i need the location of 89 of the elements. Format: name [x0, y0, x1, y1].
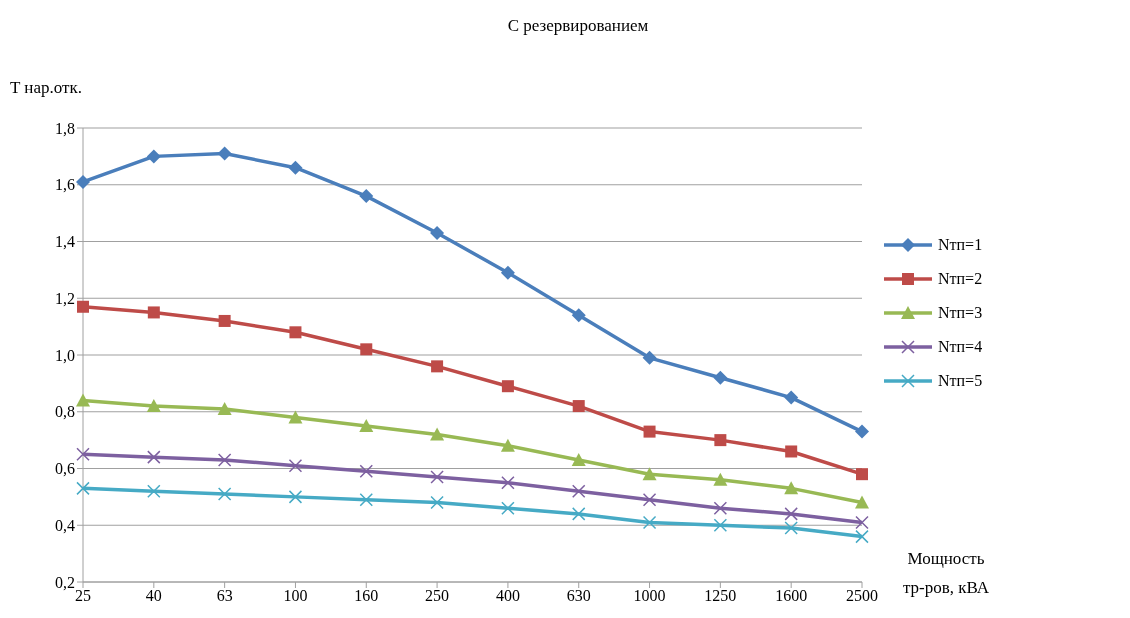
point: [359, 492, 374, 507]
point: [642, 492, 657, 507]
point: [572, 400, 585, 413]
x-tick-label: 400: [495, 587, 520, 605]
point: [359, 189, 374, 204]
y-tick-label: 0,4: [55, 516, 75, 534]
point: [147, 450, 161, 464]
point: [359, 418, 374, 432]
x-tick-label: 25: [75, 587, 91, 605]
point: [147, 484, 161, 498]
point: [714, 434, 727, 447]
legend-label: Nтп=1: [938, 236, 983, 254]
point: [500, 438, 515, 452]
point: [360, 343, 373, 356]
legend-label: Nтп=5: [938, 372, 983, 390]
point: [784, 507, 798, 521]
point: [147, 306, 160, 319]
x-axis-title: Мощность тр-ров, кВА: [901, 548, 991, 599]
point: [430, 225, 445, 240]
point: [359, 464, 374, 479]
point: [431, 360, 444, 373]
point: [784, 481, 799, 495]
point: [217, 453, 232, 467]
point: [146, 149, 161, 164]
point: [642, 350, 657, 365]
point: [571, 308, 586, 323]
point: [500, 265, 515, 280]
point: [146, 399, 161, 413]
legend-label: Nтп=2: [938, 270, 983, 288]
x-tick-label: 63: [216, 587, 233, 605]
y-axis-title: T нар.отк.: [10, 78, 82, 98]
point: [784, 521, 798, 535]
point: [217, 487, 232, 501]
point: [430, 427, 445, 441]
point: [289, 326, 302, 339]
y-tick-label: 1,6: [55, 176, 75, 194]
point: [713, 501, 728, 515]
point: [785, 445, 798, 458]
point: [77, 300, 89, 313]
point: [571, 507, 586, 521]
point: [288, 410, 303, 424]
point: [501, 475, 515, 490]
x-tick-label: 100: [283, 587, 308, 605]
point: [784, 390, 799, 405]
point: [76, 174, 90, 189]
point: [713, 518, 728, 532]
x-tick-label: 1000: [633, 587, 666, 605]
point: [855, 529, 869, 544]
point: [430, 495, 444, 510]
x-tick-label: 160: [354, 587, 379, 605]
point: [855, 424, 869, 439]
point: [288, 490, 303, 504]
x-tick-label: 250: [425, 587, 450, 605]
point: [501, 380, 514, 393]
chart-title: С резервированием: [506, 16, 650, 36]
point: [76, 481, 90, 496]
x-tick-label: 1600: [775, 587, 808, 605]
legend-label: Nтп=4: [938, 338, 983, 356]
y-tick-label: 1,2: [55, 289, 75, 307]
point: [855, 495, 869, 509]
y-tick-label: 1,8: [55, 119, 75, 137]
point: [643, 425, 656, 438]
x-tick-label: 1250: [704, 587, 737, 605]
point: [642, 515, 657, 530]
point: [217, 401, 232, 415]
point: [288, 160, 303, 175]
point: [218, 314, 231, 327]
point: [288, 458, 303, 473]
point: [76, 447, 90, 462]
point: [713, 472, 728, 486]
x-tick-label: 40: [145, 587, 162, 605]
point: [430, 470, 444, 484]
legend-label: Nтп=3: [938, 304, 983, 322]
point: [571, 484, 586, 498]
y-tick-label: 0,8: [55, 403, 75, 421]
point: [642, 467, 657, 481]
y-tick-label: 0,6: [55, 460, 75, 478]
point: [76, 393, 90, 407]
y-tick-label: 1,4: [55, 233, 75, 251]
point: [217, 146, 232, 161]
x-tick-label: 2500: [846, 587, 878, 605]
point: [855, 515, 869, 530]
point: [856, 468, 868, 481]
x-tick-label: 630: [566, 587, 591, 605]
point: [571, 452, 586, 466]
point: [501, 501, 515, 515]
y-tick-label: 1,0: [55, 346, 75, 364]
point: [713, 370, 728, 385]
y-tick-label: 0,2: [55, 573, 75, 591]
